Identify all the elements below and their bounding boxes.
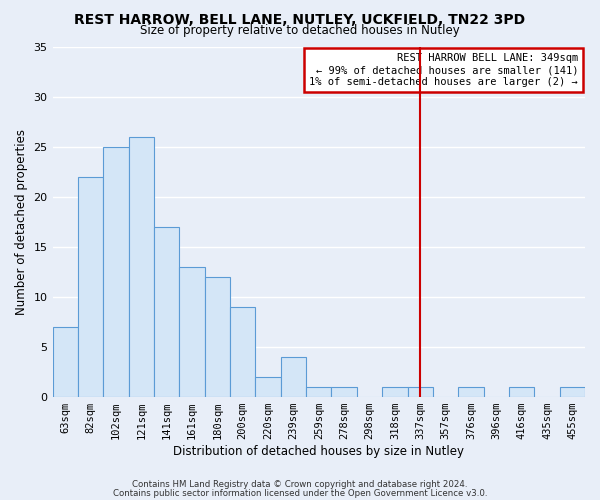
Bar [154, 226, 179, 396]
Bar [256, 376, 281, 396]
Text: Size of property relative to detached houses in Nutley: Size of property relative to detached ho… [140, 24, 460, 37]
Text: REST HARROW, BELL LANE, NUTLEY, UCKFIELD, TN22 3PD: REST HARROW, BELL LANE, NUTLEY, UCKFIELD… [74, 12, 526, 26]
Bar [407, 386, 433, 396]
Bar [281, 356, 306, 397]
Bar [103, 146, 128, 396]
Bar [78, 176, 103, 396]
Bar [179, 266, 205, 396]
Bar [382, 386, 407, 396]
Bar [560, 386, 585, 396]
Bar [306, 386, 331, 396]
Y-axis label: Number of detached properties: Number of detached properties [15, 128, 28, 314]
Bar [331, 386, 357, 396]
Text: Contains public sector information licensed under the Open Government Licence v3: Contains public sector information licen… [113, 488, 487, 498]
Bar [53, 326, 78, 396]
Text: REST HARROW BELL LANE: 349sqm
← 99% of detached houses are smaller (141)
1% of s: REST HARROW BELL LANE: 349sqm ← 99% of d… [310, 54, 578, 86]
X-axis label: Distribution of detached houses by size in Nutley: Distribution of detached houses by size … [173, 444, 464, 458]
Bar [205, 276, 230, 396]
Bar [509, 386, 534, 396]
Bar [230, 306, 256, 396]
Bar [458, 386, 484, 396]
Bar [128, 136, 154, 396]
Text: Contains HM Land Registry data © Crown copyright and database right 2024.: Contains HM Land Registry data © Crown c… [132, 480, 468, 489]
